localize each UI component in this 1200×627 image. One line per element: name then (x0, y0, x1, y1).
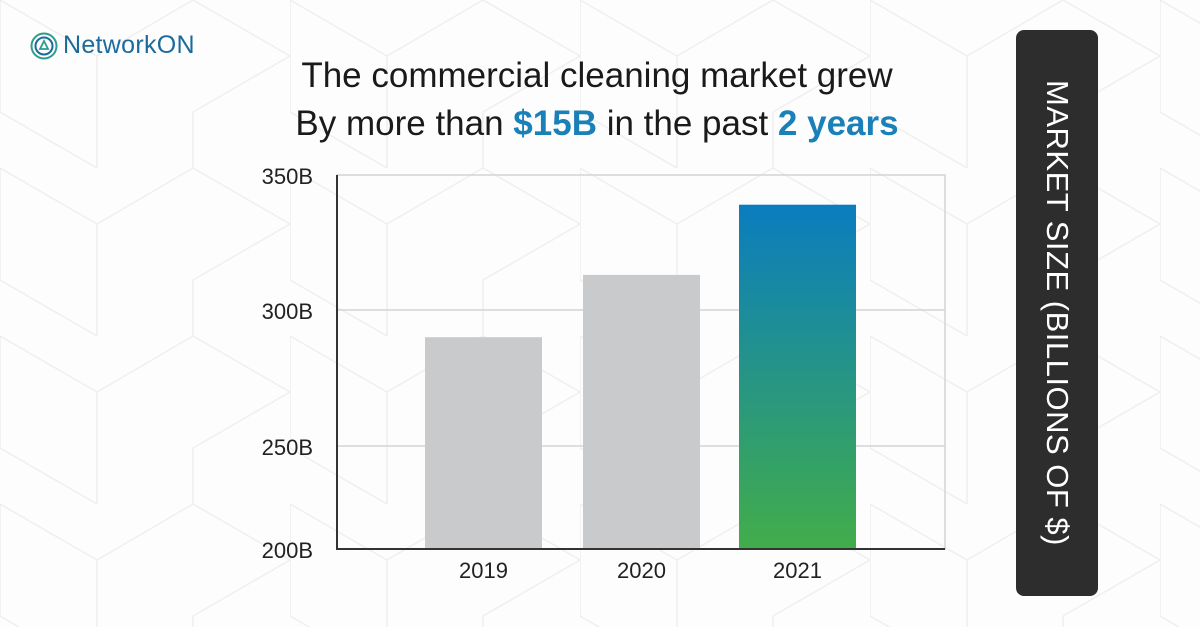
x-tick-label: 2019 (459, 558, 508, 583)
headline-text: in the past (596, 104, 778, 143)
headline-highlight-amount: $15B (513, 104, 597, 143)
bar-2019 (425, 337, 542, 549)
bar-2021 (739, 204, 856, 549)
y-axis-title: MARKET SIZE (BILLIONS OF $) (1040, 80, 1075, 546)
brand-name: NetworkON (63, 31, 195, 59)
headline-highlight-years: 2 years (777, 104, 899, 143)
bar-2020 (583, 274, 700, 549)
concentric-circle-logo-icon (30, 32, 58, 59)
headline-line-2: By more than $15B in the past 2 years (240, 100, 954, 148)
y-tick-label: 200B (262, 538, 313, 563)
y-tick-label: 300B (262, 299, 313, 324)
y-axis-title-panel: MARKET SIZE (BILLIONS OF $) (1016, 30, 1098, 596)
brand-logo: NetworkON (30, 31, 195, 60)
chart-headline: The commercial cleaning market grew By m… (240, 52, 954, 148)
y-tick-label: 350B (262, 164, 313, 189)
y-tick-label: 250B (262, 435, 313, 460)
headline-line-1: The commercial cleaning market grew (301, 56, 893, 95)
headline-text: By more than (295, 104, 514, 143)
x-tick-label: 2020 (617, 558, 666, 583)
x-tick-label: 2021 (773, 558, 822, 583)
